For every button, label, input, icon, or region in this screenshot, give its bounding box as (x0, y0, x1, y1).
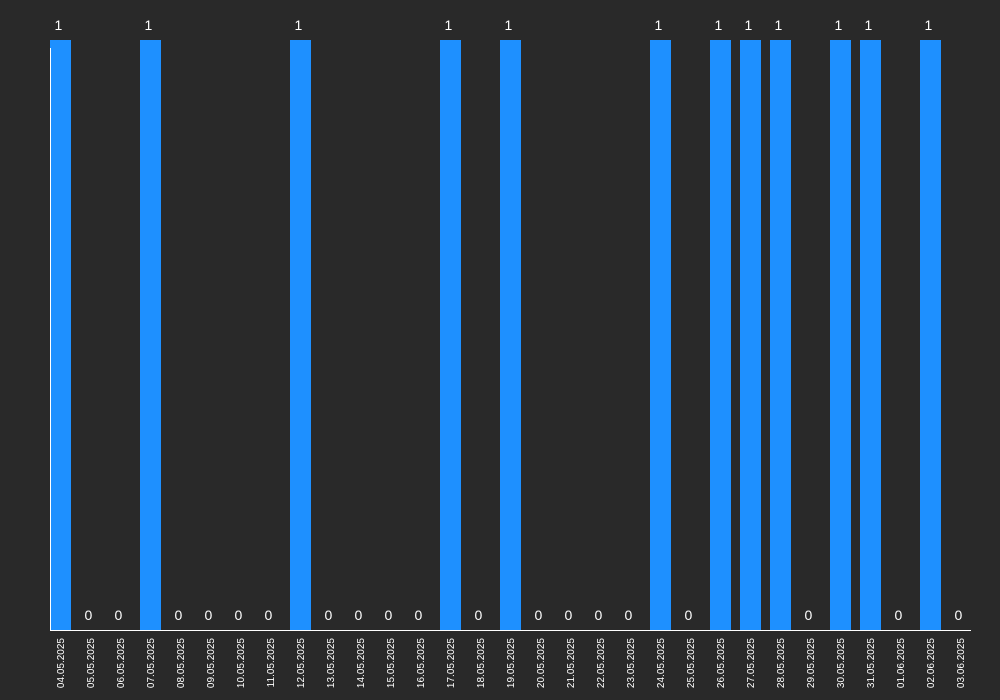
value-label-03.06.2025: 0 (955, 607, 963, 623)
bar-19.05.2025 (500, 40, 521, 630)
x-tick-label-31.05.2025: 31.05.2025 (866, 638, 877, 688)
value-label-04.05.2025: 1 (55, 17, 63, 33)
x-tick-label-17.05.2025: 17.05.2025 (446, 638, 457, 688)
value-label-15.05.2025: 0 (385, 607, 393, 623)
x-tick-label-18.05.2025: 18.05.2025 (476, 638, 487, 688)
value-label-27.05.2025: 1 (745, 17, 753, 33)
x-tick-label-19.05.2025: 19.05.2025 (506, 638, 517, 688)
x-tick-labels-group: 04.05.2025 05.05.2025 06.05.2025 07.05.2025… (56, 638, 967, 688)
value-label-18.05.2025: 0 (475, 607, 483, 623)
bar-12.05.2025 (290, 40, 311, 630)
value-label-26.05.2025: 1 (715, 17, 723, 33)
value-label-30.05.2025: 1 (835, 17, 843, 33)
x-tick-label-28.05.2025: 28.05.2025 (776, 638, 787, 688)
bar-30.05.2025 (830, 40, 851, 630)
value-label-20.05.2025: 0 (535, 607, 543, 623)
x-tick-label-23.05.2025: 23.05.2025 (626, 638, 637, 688)
value-label-05.05.2025: 0 (85, 607, 93, 623)
value-label-19.05.2025: 1 (505, 17, 513, 33)
x-tick-label-20.05.2025: 20.05.2025 (536, 638, 547, 688)
x-tick-label-03.06.2025: 03.06.2025 (956, 638, 967, 688)
x-tick-label-13.05.2025: 13.05.2025 (326, 638, 337, 688)
value-label-13.05.2025: 0 (325, 607, 333, 623)
value-label-17.05.2025: 1 (445, 17, 453, 33)
bar-27.05.2025 (740, 40, 761, 630)
value-label-16.05.2025: 0 (415, 607, 423, 623)
x-tick-label-07.05.2025: 07.05.2025 (146, 638, 157, 688)
value-labels-group: 1 0 0 1 0 0 0 0 1 0 0 0 0 1 0 1 0 0 0 0 1 0 1 1 1 0 1 1 0 1 0 (55, 17, 963, 623)
x-tick-label-10.05.2025: 10.05.2025 (236, 638, 247, 688)
value-label-14.05.2025: 0 (355, 607, 363, 623)
value-label-29.05.2025: 0 (805, 607, 813, 623)
value-label-10.05.2025: 0 (235, 607, 243, 623)
bars-group (50, 40, 941, 630)
value-label-09.05.2025: 0 (205, 607, 213, 623)
value-label-07.05.2025: 1 (145, 17, 153, 33)
x-tick-label-22.05.2025: 22.05.2025 (596, 638, 607, 688)
x-tick-label-25.05.2025: 25.05.2025 (686, 638, 697, 688)
x-tick-label-29.05.2025: 29.05.2025 (806, 638, 817, 688)
x-tick-label-21.05.2025: 21.05.2025 (566, 638, 577, 688)
value-label-31.05.2025: 1 (865, 17, 873, 33)
bar-24.05.2025 (650, 40, 671, 630)
x-tick-label-15.05.2025: 15.05.2025 (386, 638, 397, 688)
value-label-01.06.2025: 0 (895, 607, 903, 623)
x-tick-label-30.05.2025: 30.05.2025 (836, 638, 847, 688)
bar-28.05.2025 (770, 40, 791, 630)
x-tick-label-11.05.2025: 11.05.2025 (266, 638, 277, 688)
x-tick-label-09.05.2025: 09.05.2025 (206, 638, 217, 688)
value-label-28.05.2025: 1 (775, 17, 783, 33)
value-label-08.05.2025: 0 (175, 607, 183, 623)
x-tick-label-24.05.2025: 24.05.2025 (656, 638, 667, 688)
value-label-11.05.2025: 0 (265, 607, 273, 623)
x-tick-label-01.06.2025: 01.06.2025 (896, 638, 907, 688)
value-label-25.05.2025: 0 (685, 607, 693, 623)
x-tick-label-14.05.2025: 14.05.2025 (356, 638, 367, 688)
bar-26.05.2025 (710, 40, 731, 630)
bar-31.05.2025 (860, 40, 881, 630)
x-tick-label-27.05.2025: 27.05.2025 (746, 638, 757, 688)
value-label-02.06.2025: 1 (925, 17, 933, 33)
x-tick-label-12.05.2025: 12.05.2025 (296, 638, 307, 688)
bar-02.06.2025 (920, 40, 941, 630)
value-label-21.05.2025: 0 (565, 607, 573, 623)
x-tick-label-04.05.2025: 04.05.2025 (56, 638, 67, 688)
bar-04.05.2025 (50, 40, 71, 630)
bar-07.05.2025 (140, 40, 161, 630)
value-label-12.05.2025: 1 (295, 17, 303, 33)
x-tick-label-05.05.2025: 05.05.2025 (86, 638, 97, 688)
value-label-24.05.2025: 1 (655, 17, 663, 33)
x-tick-label-08.05.2025: 08.05.2025 (176, 638, 187, 688)
value-label-22.05.2025: 0 (595, 607, 603, 623)
x-tick-label-02.06.2025: 02.06.2025 (926, 638, 937, 688)
x-tick-label-16.05.2025: 16.05.2025 (416, 638, 427, 688)
value-label-23.05.2025: 0 (625, 607, 633, 623)
bar-17.05.2025 (440, 40, 461, 630)
value-label-06.05.2025: 0 (115, 607, 123, 623)
x-tick-label-06.05.2025: 06.05.2025 (116, 638, 127, 688)
x-tick-label-26.05.2025: 26.05.2025 (716, 638, 727, 688)
